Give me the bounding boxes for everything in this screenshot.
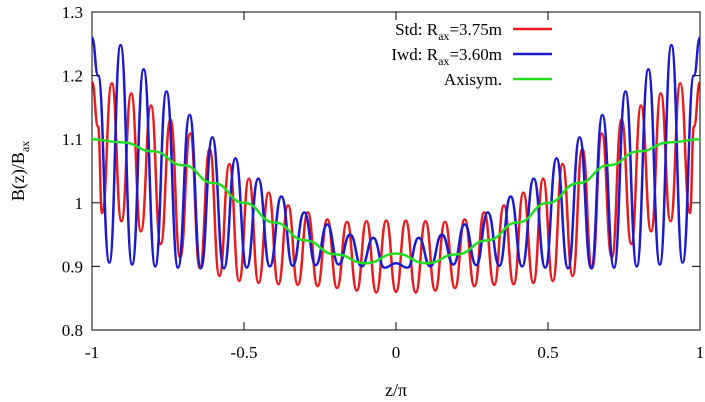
y-tick-label: 1 — [75, 194, 84, 213]
legend-label-prefix: Iwd: R — [391, 45, 438, 64]
legend-label-sub: ax — [438, 29, 449, 43]
y-tick-label: 1.2 — [62, 67, 83, 86]
legend-label-prefix: Std: R — [395, 20, 439, 39]
legend-label-suffix: =3.75m — [449, 20, 502, 39]
y-axis-label-sub: ax — [18, 141, 32, 152]
tick-labels: -1 -0.5 0 0.5 1 0.8 0.9 1 1.1 1.2 1.3 — [62, 3, 705, 362]
x-axis-label: z/π — [385, 380, 407, 400]
y-tick-label: 1.3 — [62, 3, 83, 22]
series-line-1 — [90, 36, 702, 270]
x-tick-label: 0.5 — [537, 343, 558, 362]
y-axis-label: B(z)/Bax — [8, 141, 32, 201]
series-line-2 — [91, 137, 701, 265]
y-tick-label: 1.1 — [62, 130, 83, 149]
legend-label-2: Axisym. — [444, 70, 502, 89]
legend-label-prefix: Axisym. — [444, 70, 502, 89]
legend-label-suffix: =3.60m — [449, 45, 502, 64]
legend-label-sub: ax — [438, 54, 449, 68]
legend-label-1: Iwd: Rax=3.60m — [391, 45, 502, 68]
x-tick-label: 1 — [696, 343, 705, 362]
series-lines — [90, 36, 702, 294]
y-tick-label: 0.9 — [62, 257, 83, 276]
x-tick-label: 0 — [392, 343, 401, 362]
legend-label-0: Std: Rax=3.75m — [395, 20, 502, 43]
y-tick-label: 0.8 — [62, 321, 83, 340]
x-tick-label: -0.5 — [231, 343, 258, 362]
y-axis-label-main: B(z)/B — [8, 152, 29, 201]
x-tick-label: -1 — [85, 343, 99, 362]
